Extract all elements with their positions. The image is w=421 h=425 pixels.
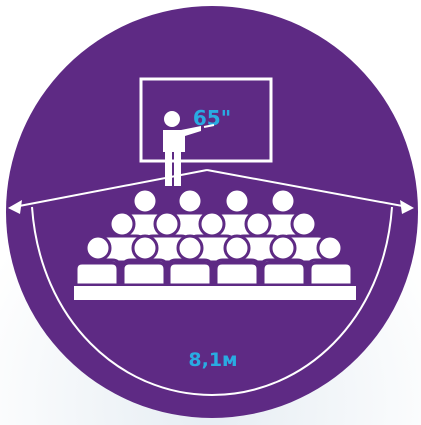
screen bbox=[139, 77, 273, 163]
person-head bbox=[176, 234, 204, 262]
distance-label: 8,1м bbox=[188, 349, 237, 371]
arrow-right bbox=[400, 200, 414, 214]
person-head bbox=[269, 234, 297, 262]
person-head bbox=[176, 187, 204, 215]
person-body bbox=[121, 261, 167, 287]
person-head bbox=[131, 187, 159, 215]
person-body bbox=[167, 261, 213, 287]
person-body bbox=[261, 261, 307, 287]
person-body bbox=[214, 261, 260, 287]
person-head bbox=[290, 210, 318, 238]
sight-lines bbox=[13, 169, 409, 397]
audience bbox=[74, 187, 354, 288]
person-body bbox=[74, 261, 120, 287]
person-head bbox=[269, 187, 297, 215]
person-head bbox=[108, 210, 136, 238]
person-body bbox=[308, 261, 354, 287]
pointer bbox=[203, 124, 215, 128]
person-head bbox=[131, 234, 159, 262]
person-head bbox=[153, 210, 181, 238]
person-head bbox=[316, 234, 344, 262]
presenter bbox=[163, 111, 201, 186]
bench bbox=[74, 286, 356, 300]
arrow-left bbox=[8, 200, 22, 214]
person-head bbox=[223, 187, 251, 215]
person-head bbox=[223, 234, 251, 262]
person-head bbox=[198, 210, 226, 238]
person-head bbox=[84, 234, 112, 262]
person-head bbox=[244, 210, 272, 238]
